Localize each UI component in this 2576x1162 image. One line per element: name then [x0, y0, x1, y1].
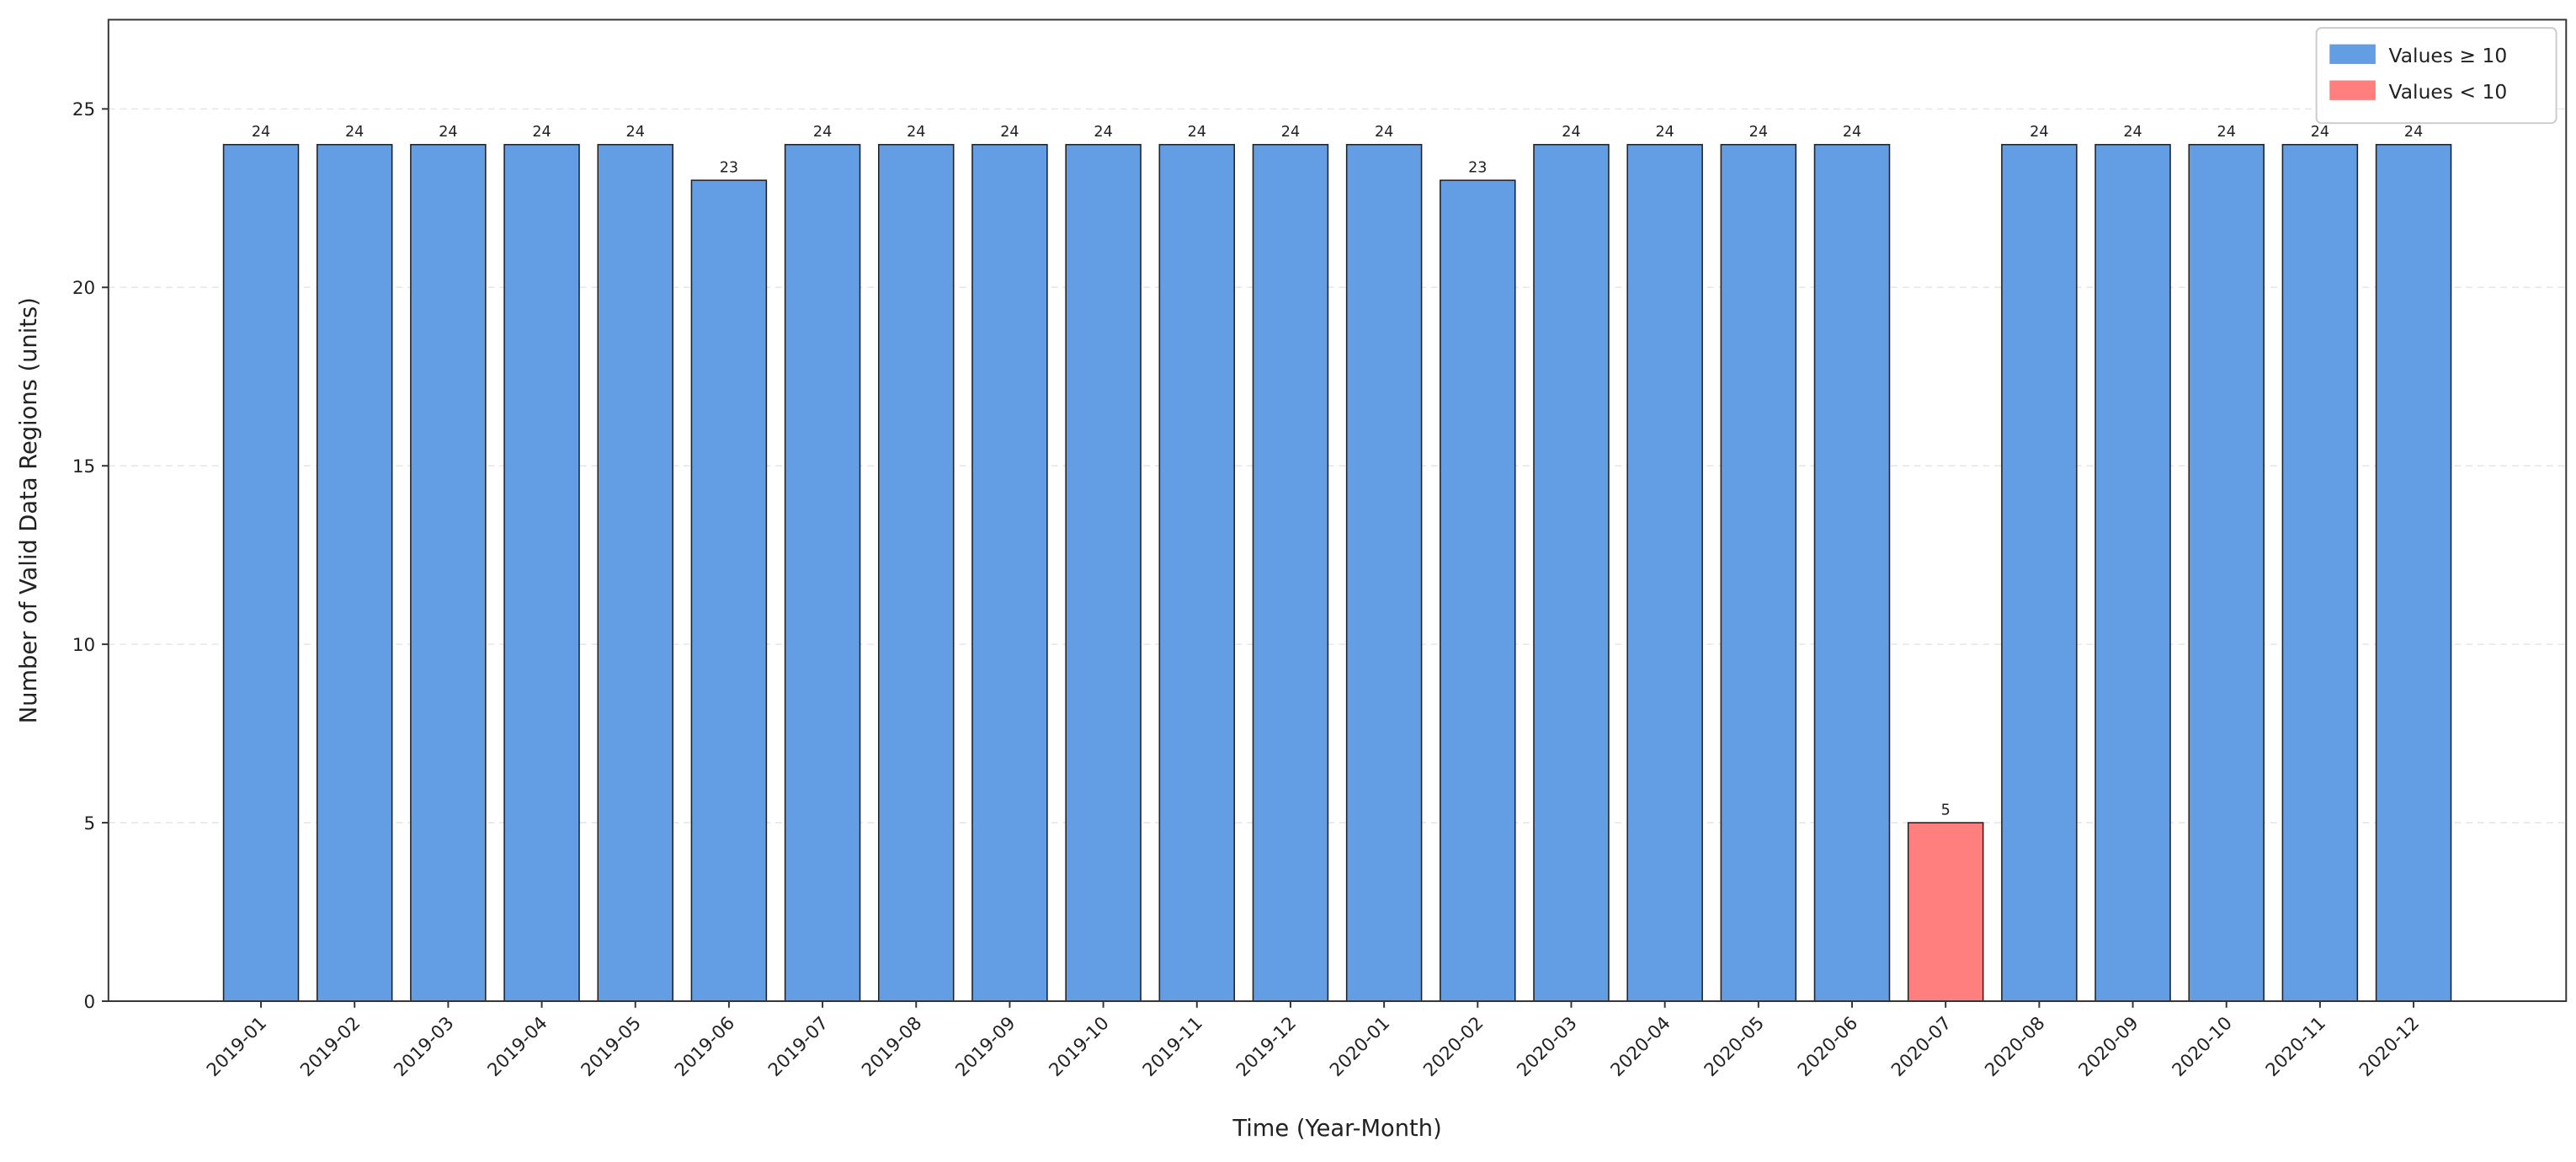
x-tick-label: 2019-03 — [390, 1013, 458, 1081]
y-tick-label: 10 — [72, 635, 95, 656]
x-tick-label: 2019-07 — [764, 1013, 833, 1081]
value-label: 24 — [2311, 124, 2329, 141]
x-tick-label: 2020-03 — [1513, 1013, 1581, 1081]
bar — [2188, 143, 2265, 1002]
x-tick-label: 2019-05 — [577, 1013, 646, 1081]
x-tick-label: 2020-08 — [1981, 1013, 2049, 1081]
bar — [1440, 179, 1516, 1002]
value-label: 5 — [1941, 802, 1951, 818]
bar — [878, 143, 955, 1002]
value-label: 24 — [2404, 124, 2423, 141]
bar — [597, 143, 673, 1002]
bar — [1158, 143, 1236, 1002]
y-tick-label: 20 — [72, 278, 95, 299]
bar — [1720, 143, 1797, 1002]
value-label: 24 — [252, 124, 270, 141]
value-label: 24 — [626, 124, 645, 141]
x-tick-label: 2019-09 — [951, 1013, 1019, 1081]
x-tick-label: 2020-10 — [2169, 1013, 2237, 1081]
x-tick-label: 2019-01 — [203, 1013, 271, 1081]
y-tick-label: 5 — [84, 813, 96, 834]
bar — [2375, 143, 2452, 1002]
plot-frame — [107, 19, 2568, 1002]
bar — [222, 143, 300, 1002]
x-tick-label: 2020-06 — [1794, 1013, 1862, 1081]
bar — [1533, 143, 1610, 1002]
value-label: 24 — [1375, 124, 1393, 141]
x-tick-label: 2019-12 — [1232, 1013, 1301, 1081]
y-tick-label: 15 — [72, 456, 95, 477]
legend-box — [2315, 27, 2557, 125]
value-label: 24 — [1000, 124, 1019, 141]
bar — [971, 143, 1048, 1002]
value-label: 24 — [532, 124, 551, 141]
x-tick-label: 2020-05 — [1700, 1013, 1769, 1081]
bar — [503, 143, 580, 1002]
y-tick-label: 0 — [84, 992, 96, 1013]
x-tick-label: 2019-08 — [858, 1013, 926, 1081]
x-tick-label: 2020-04 — [1607, 1013, 1675, 1081]
value-label: 24 — [2217, 124, 2236, 141]
value-label: 24 — [439, 124, 457, 141]
x-tick-label: 2020-11 — [2262, 1013, 2330, 1081]
bar — [1813, 143, 1891, 1002]
value-label: 24 — [2123, 124, 2142, 141]
x-tick-label: 2020-09 — [2075, 1013, 2143, 1081]
legend-swatch — [2329, 44, 2376, 65]
value-label: 24 — [907, 124, 925, 141]
bar — [1626, 143, 1703, 1002]
bar — [2094, 143, 2171, 1002]
value-label: 24 — [1188, 124, 1206, 141]
bar — [1065, 143, 1142, 1002]
x-tick-label: 2019-02 — [296, 1013, 365, 1081]
x-tick-label: 2020-02 — [1419, 1013, 1488, 1081]
x-tick-label: 2019-04 — [484, 1013, 552, 1081]
x-tick-label: 2019-11 — [1139, 1013, 1207, 1081]
legend-label: Values < 10 — [2389, 80, 2508, 104]
y-axis-label: Number of Valid Data Regions (units) — [16, 297, 42, 723]
bar — [2001, 143, 2078, 1002]
x-tick-label: 2020-12 — [2355, 1013, 2424, 1081]
x-tick-label: 2020-01 — [1326, 1013, 1394, 1081]
value-label: 24 — [1749, 124, 1768, 141]
x-axis-label: Time (Year-Month) — [1232, 1116, 1441, 1142]
value-label: 23 — [1468, 159, 1487, 176]
value-label: 24 — [813, 124, 832, 141]
bar — [316, 143, 393, 1002]
bar — [1907, 822, 1984, 1002]
bar — [2281, 143, 2359, 1002]
value-label: 24 — [1094, 124, 1112, 141]
legend-swatch — [2329, 80, 2376, 100]
legend-label: Values ≥ 10 — [2389, 44, 2508, 67]
value-label: 24 — [345, 124, 364, 141]
bar — [784, 143, 861, 1002]
bar — [1252, 143, 1329, 1002]
x-tick-label: 2019-06 — [671, 1013, 739, 1081]
bar — [1345, 143, 1423, 1002]
value-label: 24 — [2030, 124, 2048, 141]
value-label: 24 — [1655, 124, 1674, 141]
y-tick-label: 25 — [72, 99, 95, 120]
bar — [690, 179, 768, 1002]
x-tick-label: 2020-07 — [1887, 1013, 1956, 1081]
value-label: 24 — [1843, 124, 1861, 141]
x-tick-label: 2019-10 — [1046, 1013, 1114, 1081]
value-label: 24 — [1562, 124, 1580, 141]
bar — [410, 143, 487, 1002]
value-label: 23 — [720, 159, 738, 176]
value-label: 24 — [1281, 124, 1300, 141]
